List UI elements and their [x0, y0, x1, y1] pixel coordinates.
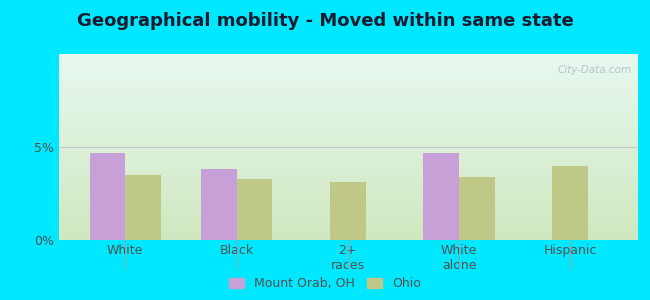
Bar [423, 153, 459, 240]
Text: City-Data.com: City-Data.com [557, 65, 631, 75]
Bar [459, 177, 495, 240]
Text: Geographical mobility - Moved within same state: Geographical mobility - Moved within sam… [77, 12, 573, 30]
Bar [552, 166, 588, 240]
Bar [90, 153, 125, 240]
Bar [330, 182, 365, 240]
Bar [125, 175, 161, 240]
Bar [201, 169, 237, 240]
Bar [237, 178, 272, 240]
Legend: Mount Orab, OH, Ohio: Mount Orab, OH, Ohio [225, 273, 425, 294]
